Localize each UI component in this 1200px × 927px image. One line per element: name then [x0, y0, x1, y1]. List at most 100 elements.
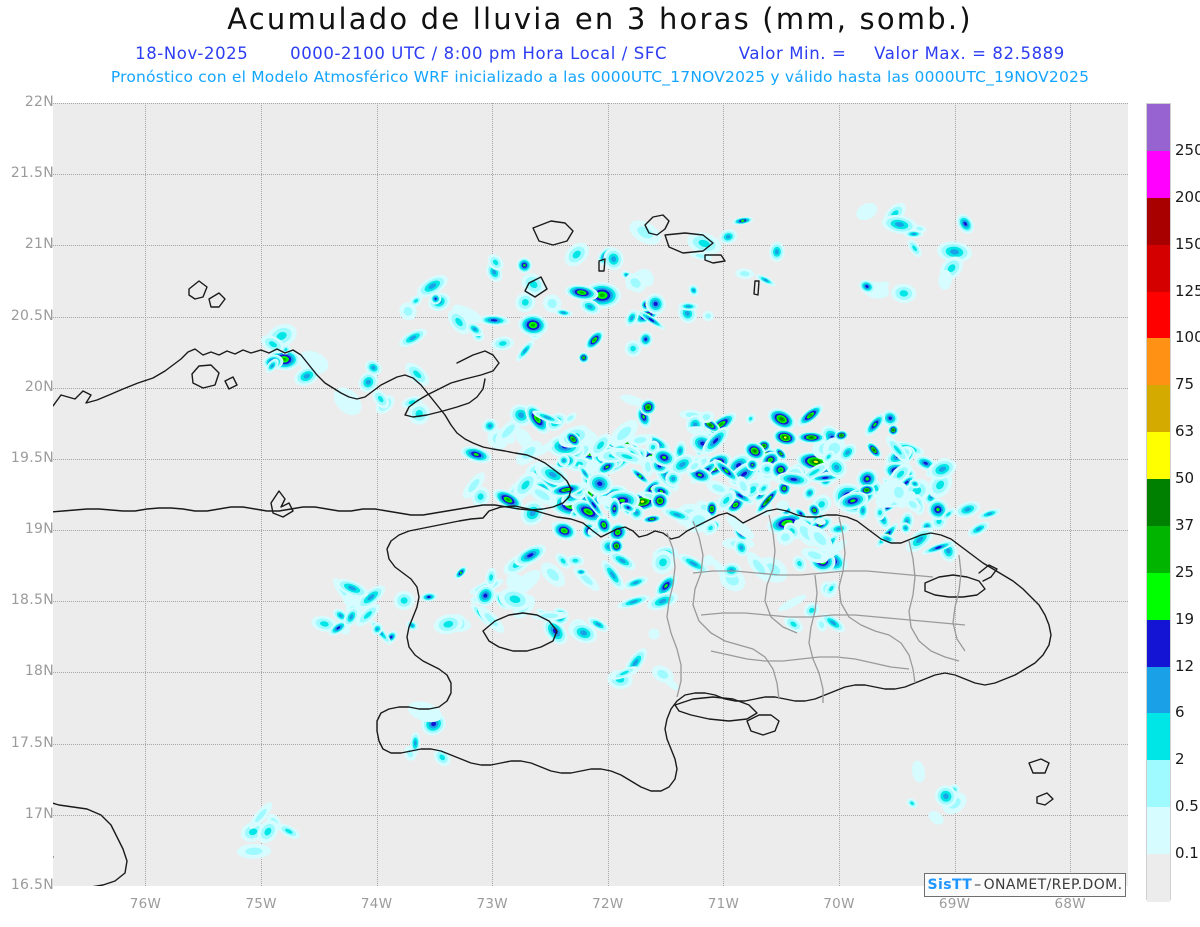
precip-contour — [679, 461, 686, 468]
precip-cell — [778, 594, 807, 612]
precip-contour — [613, 506, 616, 511]
precip-cell — [797, 404, 824, 427]
precip-contour — [617, 426, 632, 441]
precip-cell — [525, 404, 550, 434]
precip-contour — [647, 406, 650, 409]
precip-cell — [638, 331, 653, 348]
precip-contour — [630, 315, 634, 321]
precip-cell — [914, 455, 937, 471]
precip-cell — [407, 701, 443, 723]
precip-cell — [516, 257, 533, 274]
precip-cell — [356, 585, 386, 610]
precip-contour — [303, 373, 310, 379]
precip-cell — [478, 314, 510, 326]
precip-cell — [941, 507, 956, 521]
precip-contour — [797, 560, 802, 567]
precip-contour — [644, 337, 648, 341]
precip-contour — [572, 558, 579, 563]
province-boundary-1 — [692, 520, 780, 700]
precip-contour — [599, 495, 613, 505]
precip-contour — [764, 466, 770, 472]
precip-contour — [916, 226, 924, 231]
colorbar[interactable] — [1146, 103, 1171, 902]
precip-contour — [813, 460, 819, 463]
gridline-horizontal — [53, 743, 1128, 745]
precip-contour — [808, 413, 813, 418]
y-axis-tick-label: 22N — [0, 94, 54, 110]
precip-cell — [702, 426, 730, 455]
colorbar-tick-label: 63 — [1175, 422, 1195, 441]
precip-contour — [865, 285, 869, 288]
y-tick-text: 18N — [24, 663, 54, 680]
precip-cell — [642, 515, 662, 524]
province-boundary-9 — [952, 554, 966, 652]
precip-contour — [611, 256, 617, 262]
precip-cell — [648, 628, 660, 640]
precip-contour — [572, 250, 581, 259]
precip-contour — [629, 600, 638, 604]
precip-contour — [269, 341, 277, 348]
y-tick-text: 19.5N — [10, 449, 54, 466]
coastline-cuba — [53, 348, 572, 516]
precip-cell — [420, 592, 438, 602]
precip-contour — [809, 436, 814, 439]
precip-contour — [762, 444, 766, 447]
precip-contour — [865, 477, 869, 481]
precip-cell — [777, 480, 792, 497]
precip-contour — [459, 571, 462, 574]
precip-cell — [651, 550, 675, 575]
gridline-horizontal — [53, 174, 1128, 176]
precip-cell — [802, 485, 817, 501]
precip-contour — [845, 450, 850, 455]
precip-contour — [885, 537, 890, 541]
y-axis-tick-label: 19N — [0, 521, 54, 537]
coastline-bahamas-islet-a — [704, 254, 726, 264]
precip-contour — [737, 493, 744, 498]
precip-contour — [778, 594, 807, 612]
precip-contour — [632, 581, 639, 585]
precip-cell — [881, 215, 918, 234]
precip-cell — [620, 502, 636, 513]
precip-cell — [564, 284, 599, 301]
colorbar-band — [1147, 666, 1170, 715]
x-axis-tick-label: 69W — [938, 896, 971, 912]
precip-cell — [627, 434, 653, 447]
coastline-south-islet — [1028, 758, 1050, 774]
precip-contour — [781, 533, 790, 542]
precip-cell — [398, 328, 427, 348]
precip-contour — [626, 506, 630, 509]
precip-cell — [874, 505, 886, 521]
precip-contour — [249, 828, 258, 836]
precip-cell — [610, 419, 639, 447]
precip-cell — [515, 440, 542, 465]
precip-contour — [658, 499, 662, 502]
precip-cell — [405, 362, 430, 386]
logo-dash: – — [974, 877, 982, 893]
colorbar-tick-label: 250 — [1175, 140, 1200, 159]
colorbar-band — [1147, 291, 1170, 339]
precip-contour — [535, 416, 540, 422]
precip-contour — [790, 477, 798, 481]
gridline-horizontal — [53, 316, 1128, 318]
x-axis-tick-label: 75W — [245, 896, 277, 912]
precip-cell — [532, 410, 563, 425]
precip-contour — [923, 461, 928, 465]
precip-contour — [753, 449, 757, 453]
precip-contour — [363, 611, 372, 619]
y-tick-text: 21.5N — [10, 165, 54, 182]
precip-contour — [492, 259, 499, 266]
precip-cell — [452, 304, 483, 323]
precip-contour — [527, 553, 534, 558]
precip-contour — [377, 395, 384, 403]
y-axis-tick-label: 16.5N — [0, 877, 54, 893]
precip-cell — [687, 459, 702, 473]
precip-cell — [542, 294, 562, 313]
precip-cell — [954, 501, 981, 518]
precip-contour — [616, 531, 620, 534]
precip-cell — [774, 447, 787, 461]
precip-contour — [740, 219, 745, 222]
precip-contour — [873, 422, 877, 427]
precip-contour — [719, 422, 724, 426]
precip-contour — [912, 245, 917, 252]
precip-cell — [409, 295, 423, 307]
